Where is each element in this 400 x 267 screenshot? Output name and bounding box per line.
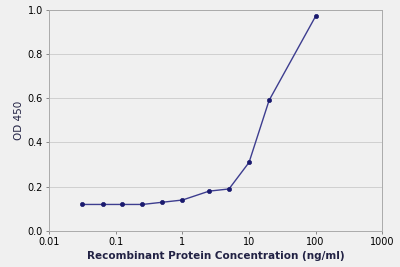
Y-axis label: OD 450: OD 450 [14, 101, 24, 140]
X-axis label: Recombinant Protein Concentration (ng/ml): Recombinant Protein Concentration (ng/ml… [87, 252, 344, 261]
